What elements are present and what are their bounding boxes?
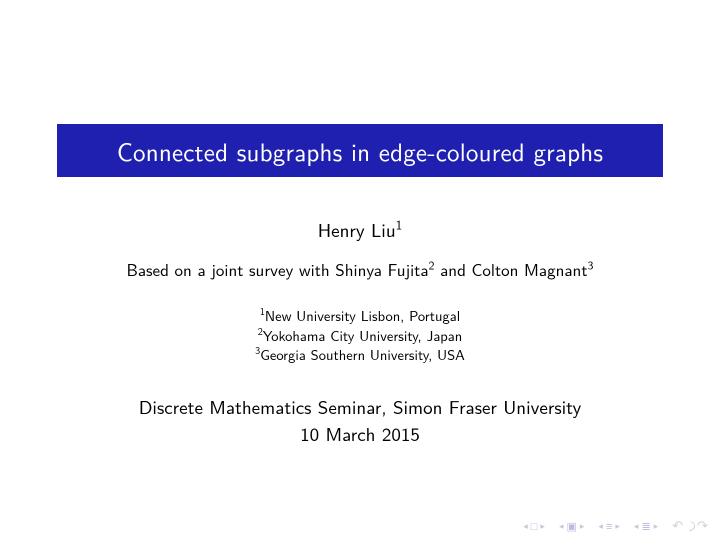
venue-line-1: Discrete Mathematics Seminar, Simon Fras… [0, 393, 720, 421]
nav-first-slide[interactable]: ◂ □ ▸ [523, 518, 545, 534]
subsection-icon: ≣ [641, 518, 650, 534]
author-name: Henry Liu [318, 215, 396, 243]
nav-next-icon: ▸ [580, 519, 585, 532]
nav-subsection[interactable]: ◂ ≣ ▸ [634, 518, 658, 534]
affil-3-line: 3Georgia Southern University, USA [0, 345, 720, 365]
nav-prev-icon: ◂ [598, 519, 603, 532]
affil-3: Georgia Southern University, USA [260, 344, 465, 365]
nav-section[interactable]: ◂ ≡ ▸ [598, 518, 619, 534]
affil-2-line: 2Yokohama City University, Japan [0, 326, 720, 346]
coauthor-2-sup: 3 [588, 255, 594, 273]
nav-next-icon: ▸ [654, 519, 659, 532]
undo-icon: ↶ [672, 516, 683, 535]
nav-frame[interactable]: ◂ ▣ ▸ [559, 518, 584, 534]
coauthor-1: Shinya Fujita [335, 257, 428, 282]
affiliations: 1New University Lisbon, Portugal 2Yokoha… [0, 306, 720, 365]
nav-back-forward[interactable]: ↶ ↷ [672, 516, 708, 535]
nav-prev-icon: ◂ [559, 519, 564, 532]
nav-prev-icon: ◂ [523, 519, 528, 532]
slide-content: Henry Liu1 Based on a joint survey with … [0, 215, 720, 448]
author-sup: 1 [396, 216, 403, 235]
nav-next-icon: ▸ [540, 519, 545, 532]
author-line: Henry Liu1 [0, 215, 720, 243]
frame-icon: ▣ [566, 518, 576, 534]
redo-icon: ↷ [697, 516, 708, 535]
title-block: Connected subgraphs in edge-coloured gra… [57, 124, 663, 177]
slide: Connected subgraphs in edge-coloured gra… [0, 0, 720, 541]
nav-next-icon: ▸ [615, 519, 620, 532]
section-icon: ≡ [606, 518, 612, 534]
venue-block: Discrete Mathematics Seminar, Simon Fras… [0, 393, 720, 448]
coauthor-2: Colton Magnant [472, 257, 588, 282]
venue-line-2: 10 March 2015 [0, 420, 720, 448]
nav-prev-icon: ◂ [634, 519, 639, 532]
slide-title: Connected subgraphs in edge-coloured gra… [117, 132, 603, 169]
affil-1: New University Lisbon, Portugal [265, 305, 460, 326]
survey-line: Based on a joint survey with Shinya Fuji… [0, 257, 720, 282]
affil-1-line: 1New University Lisbon, Portugal [0, 306, 720, 326]
survey-prefix: Based on a joint survey with [127, 257, 336, 282]
affil-2: Yokohama City University, Japan [263, 325, 463, 346]
beamer-navbar: ◂ □ ▸ ◂ ▣ ▸ ◂ ≡ ▸ ◂ ≣ ▸ ↶ ↷ [523, 516, 708, 535]
slide-icon: □ [531, 518, 538, 534]
survey-and: and [434, 257, 471, 282]
redo-arc-icon [683, 519, 697, 533]
